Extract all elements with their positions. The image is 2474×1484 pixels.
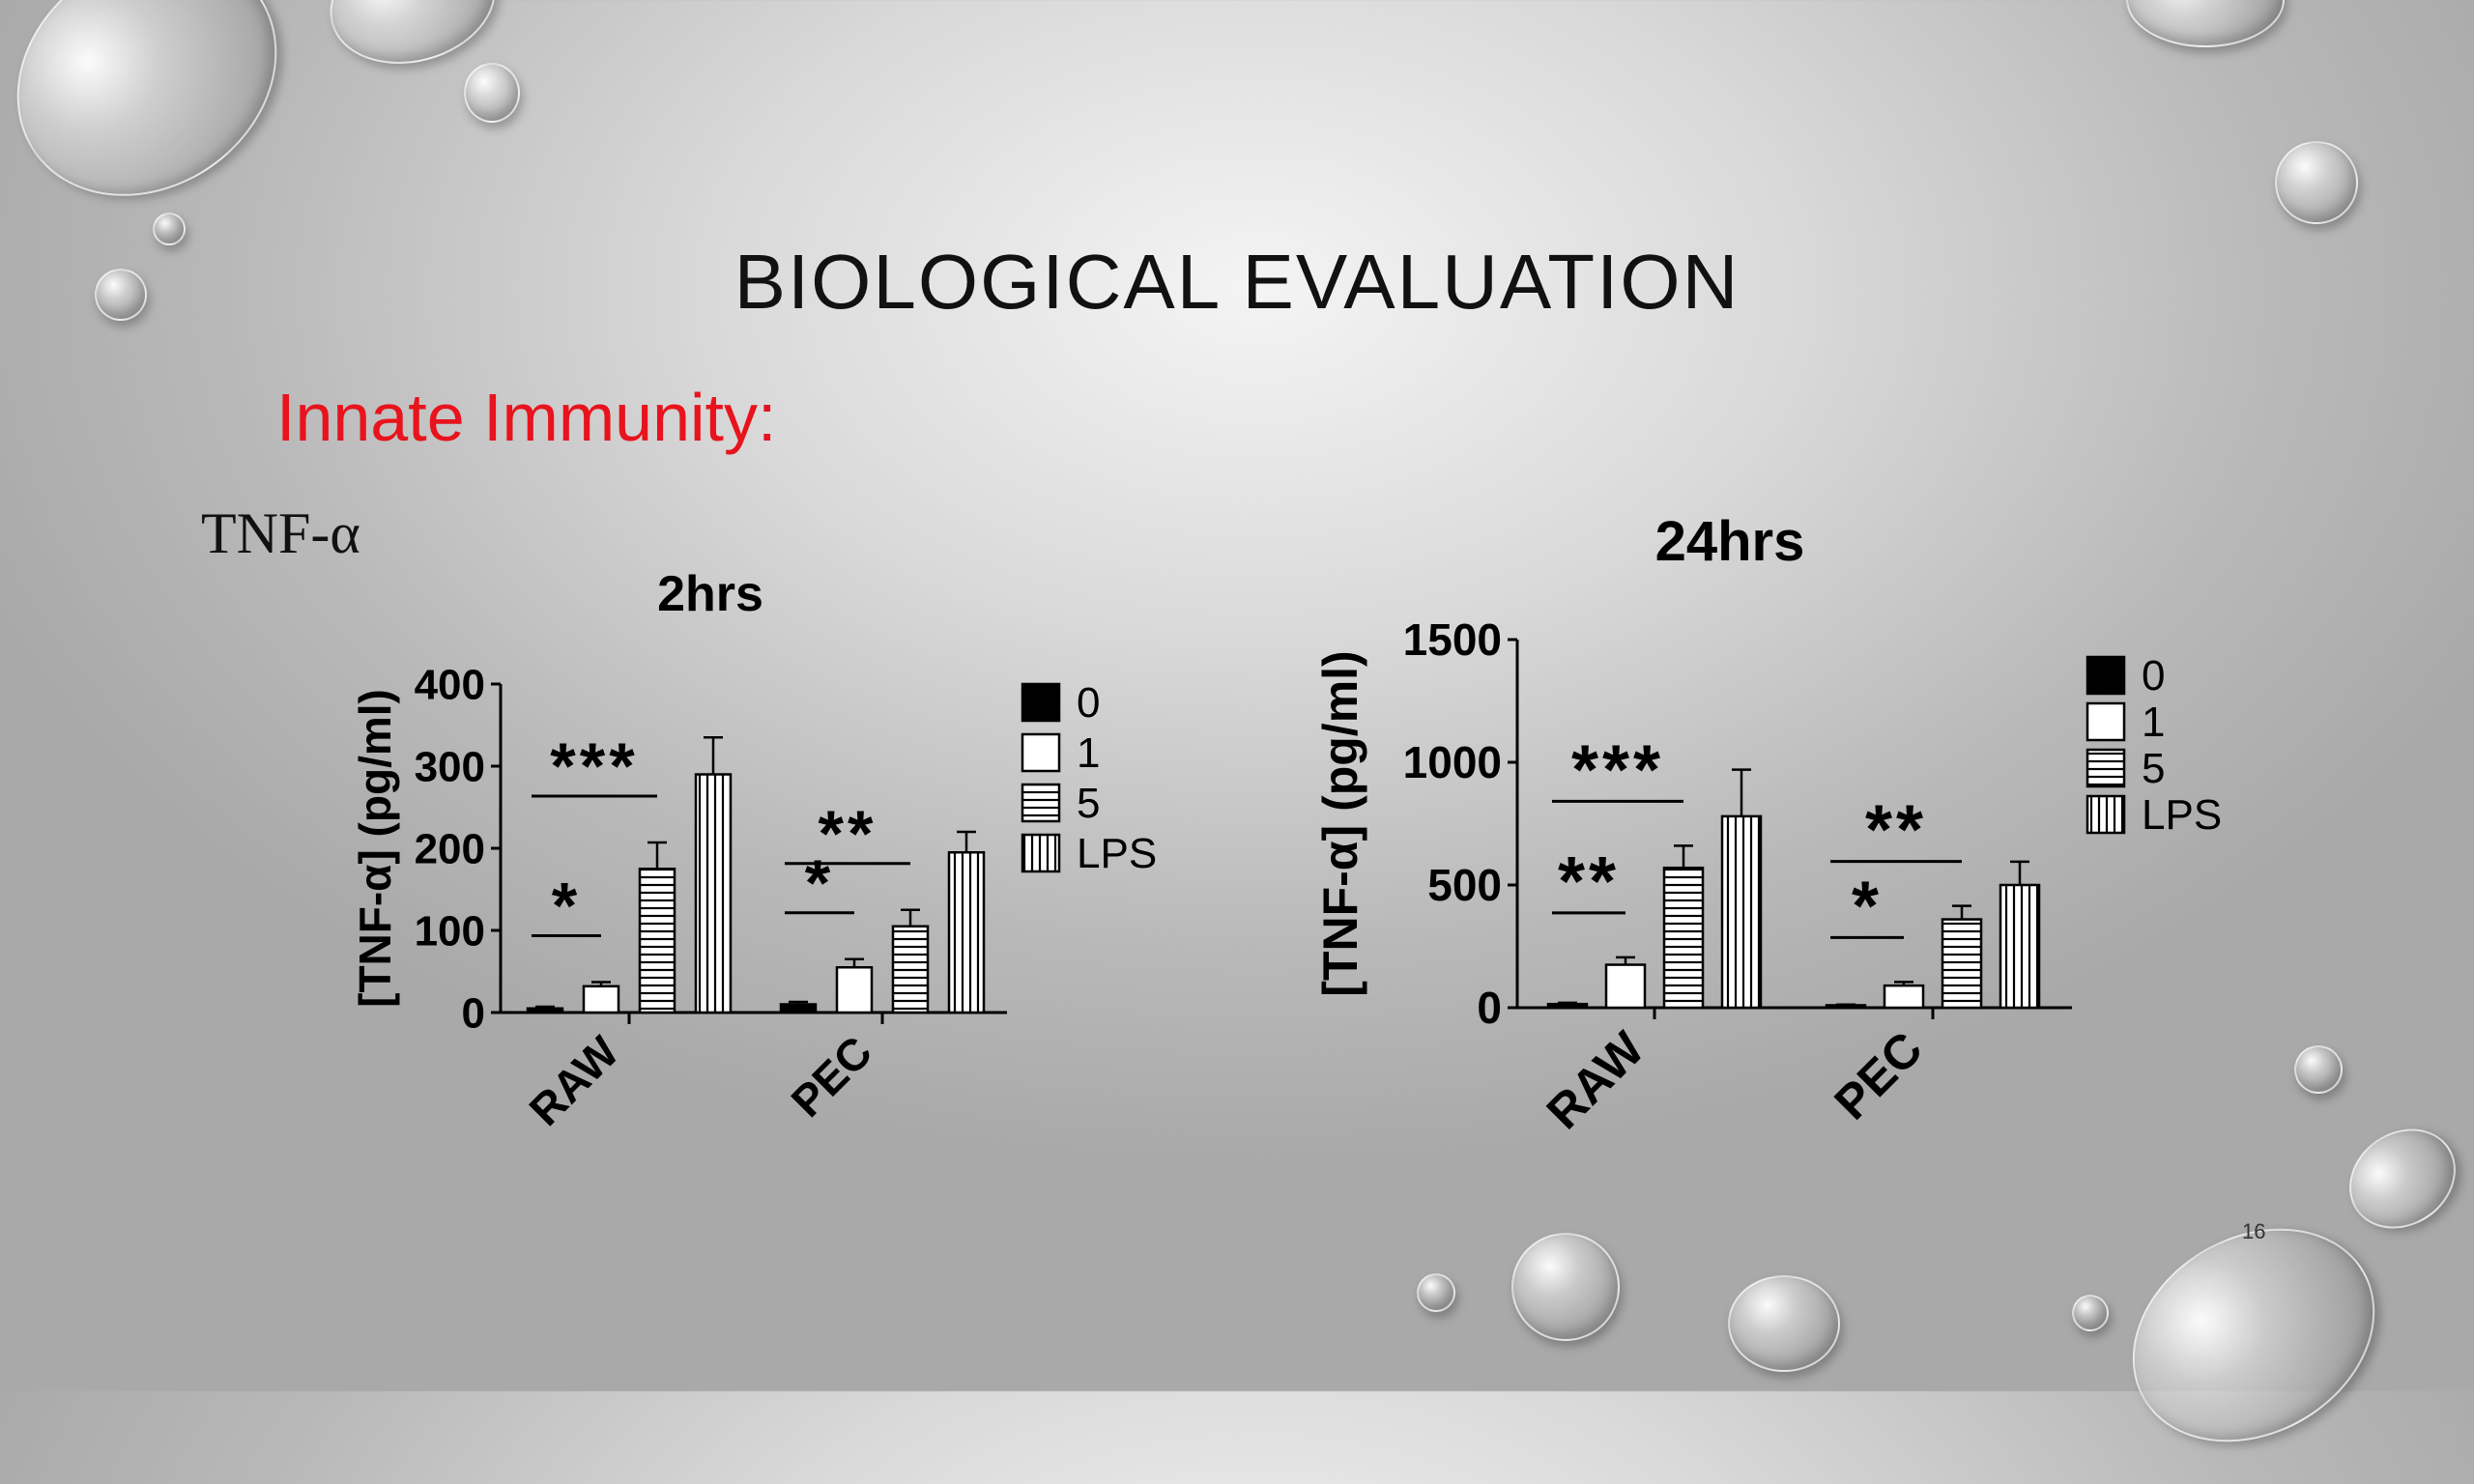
y-tick-label: 200 <box>415 825 485 872</box>
y-tick-label: 1000 <box>1403 737 1502 787</box>
water-drop-decoration <box>2072 1295 2109 1331</box>
y-axis-label: [TNF-α] (pg/ml) <box>1313 650 1367 996</box>
y-tick-label: 400 <box>415 661 485 708</box>
water-drop-decoration <box>2294 1045 2343 1094</box>
bar <box>1604 963 1647 1010</box>
x-tick-label: RAW <box>1537 1021 1655 1140</box>
water-drop-decoration <box>95 269 147 321</box>
slide-title: BIOLOGICAL EVALUATION <box>734 239 1740 325</box>
water-drop-decoration <box>1511 1233 1620 1341</box>
significance-stars: *** <box>1571 731 1664 809</box>
significance-stars: * <box>1852 868 1883 945</box>
legend-swatch <box>2086 701 2126 742</box>
legend-label: 1 <box>1077 729 1100 777</box>
slide-subtitle: Innate Immunity: <box>276 380 777 455</box>
y-tick-label: 300 <box>415 743 485 790</box>
legend-label: 0 <box>2142 652 2165 699</box>
water-drop-decoration <box>464 63 520 123</box>
significance-stars: ** <box>1558 843 1620 921</box>
legend-swatch <box>1021 783 1061 823</box>
tnf-alpha-label: TNF-α <box>201 501 360 565</box>
slide-number: 16 <box>2242 1219 2266 1243</box>
chart-title: 24hrs <box>1655 510 1805 573</box>
legend-swatch <box>2086 655 2126 696</box>
legend-swatch <box>1021 732 1061 773</box>
water-drop-decoration <box>1417 1273 1455 1312</box>
legend-label: LPS <box>1077 830 1157 877</box>
significance-stars: ** <box>819 797 877 870</box>
significance-stars: * <box>552 870 581 943</box>
bar <box>1720 814 1763 1010</box>
legend-label: 5 <box>1077 780 1100 827</box>
legend-label: 1 <box>2142 699 2165 746</box>
significance-stars: * <box>805 846 834 920</box>
significance-stars: *** <box>550 729 638 803</box>
chart-title: 2hrs <box>657 566 763 622</box>
x-tick-label: PEC <box>1824 1021 1932 1129</box>
legend-swatch <box>2086 748 2126 788</box>
y-axis-label: [TNF-α] (pg/ml) <box>350 689 400 1008</box>
water-drop-decoration <box>1728 1275 1840 1372</box>
y-tick-label: 0 <box>1477 983 1502 1033</box>
legend-label: LPS <box>2142 791 2222 839</box>
y-tick-label: 100 <box>415 907 485 955</box>
y-tick-label: 1500 <box>1403 614 1502 665</box>
water-drop-decoration <box>153 213 186 245</box>
legend-label: 0 <box>1077 679 1100 727</box>
bar <box>1999 883 2041 1010</box>
significance-stars: ** <box>1865 792 1927 870</box>
legend-label: 5 <box>2142 745 2165 792</box>
legend-swatch <box>2086 794 2126 835</box>
bar <box>1546 1002 1589 1010</box>
bar <box>1883 984 1925 1010</box>
legend-swatch <box>1021 833 1061 873</box>
bar <box>1662 866 1705 1010</box>
bar <box>947 851 986 1014</box>
legend-swatch <box>1021 682 1061 723</box>
y-tick-label: 0 <box>462 989 485 1037</box>
y-tick-label: 500 <box>1427 860 1502 910</box>
water-drop-decoration <box>2275 141 2358 224</box>
bar <box>638 868 676 1014</box>
bar <box>1941 918 1983 1010</box>
